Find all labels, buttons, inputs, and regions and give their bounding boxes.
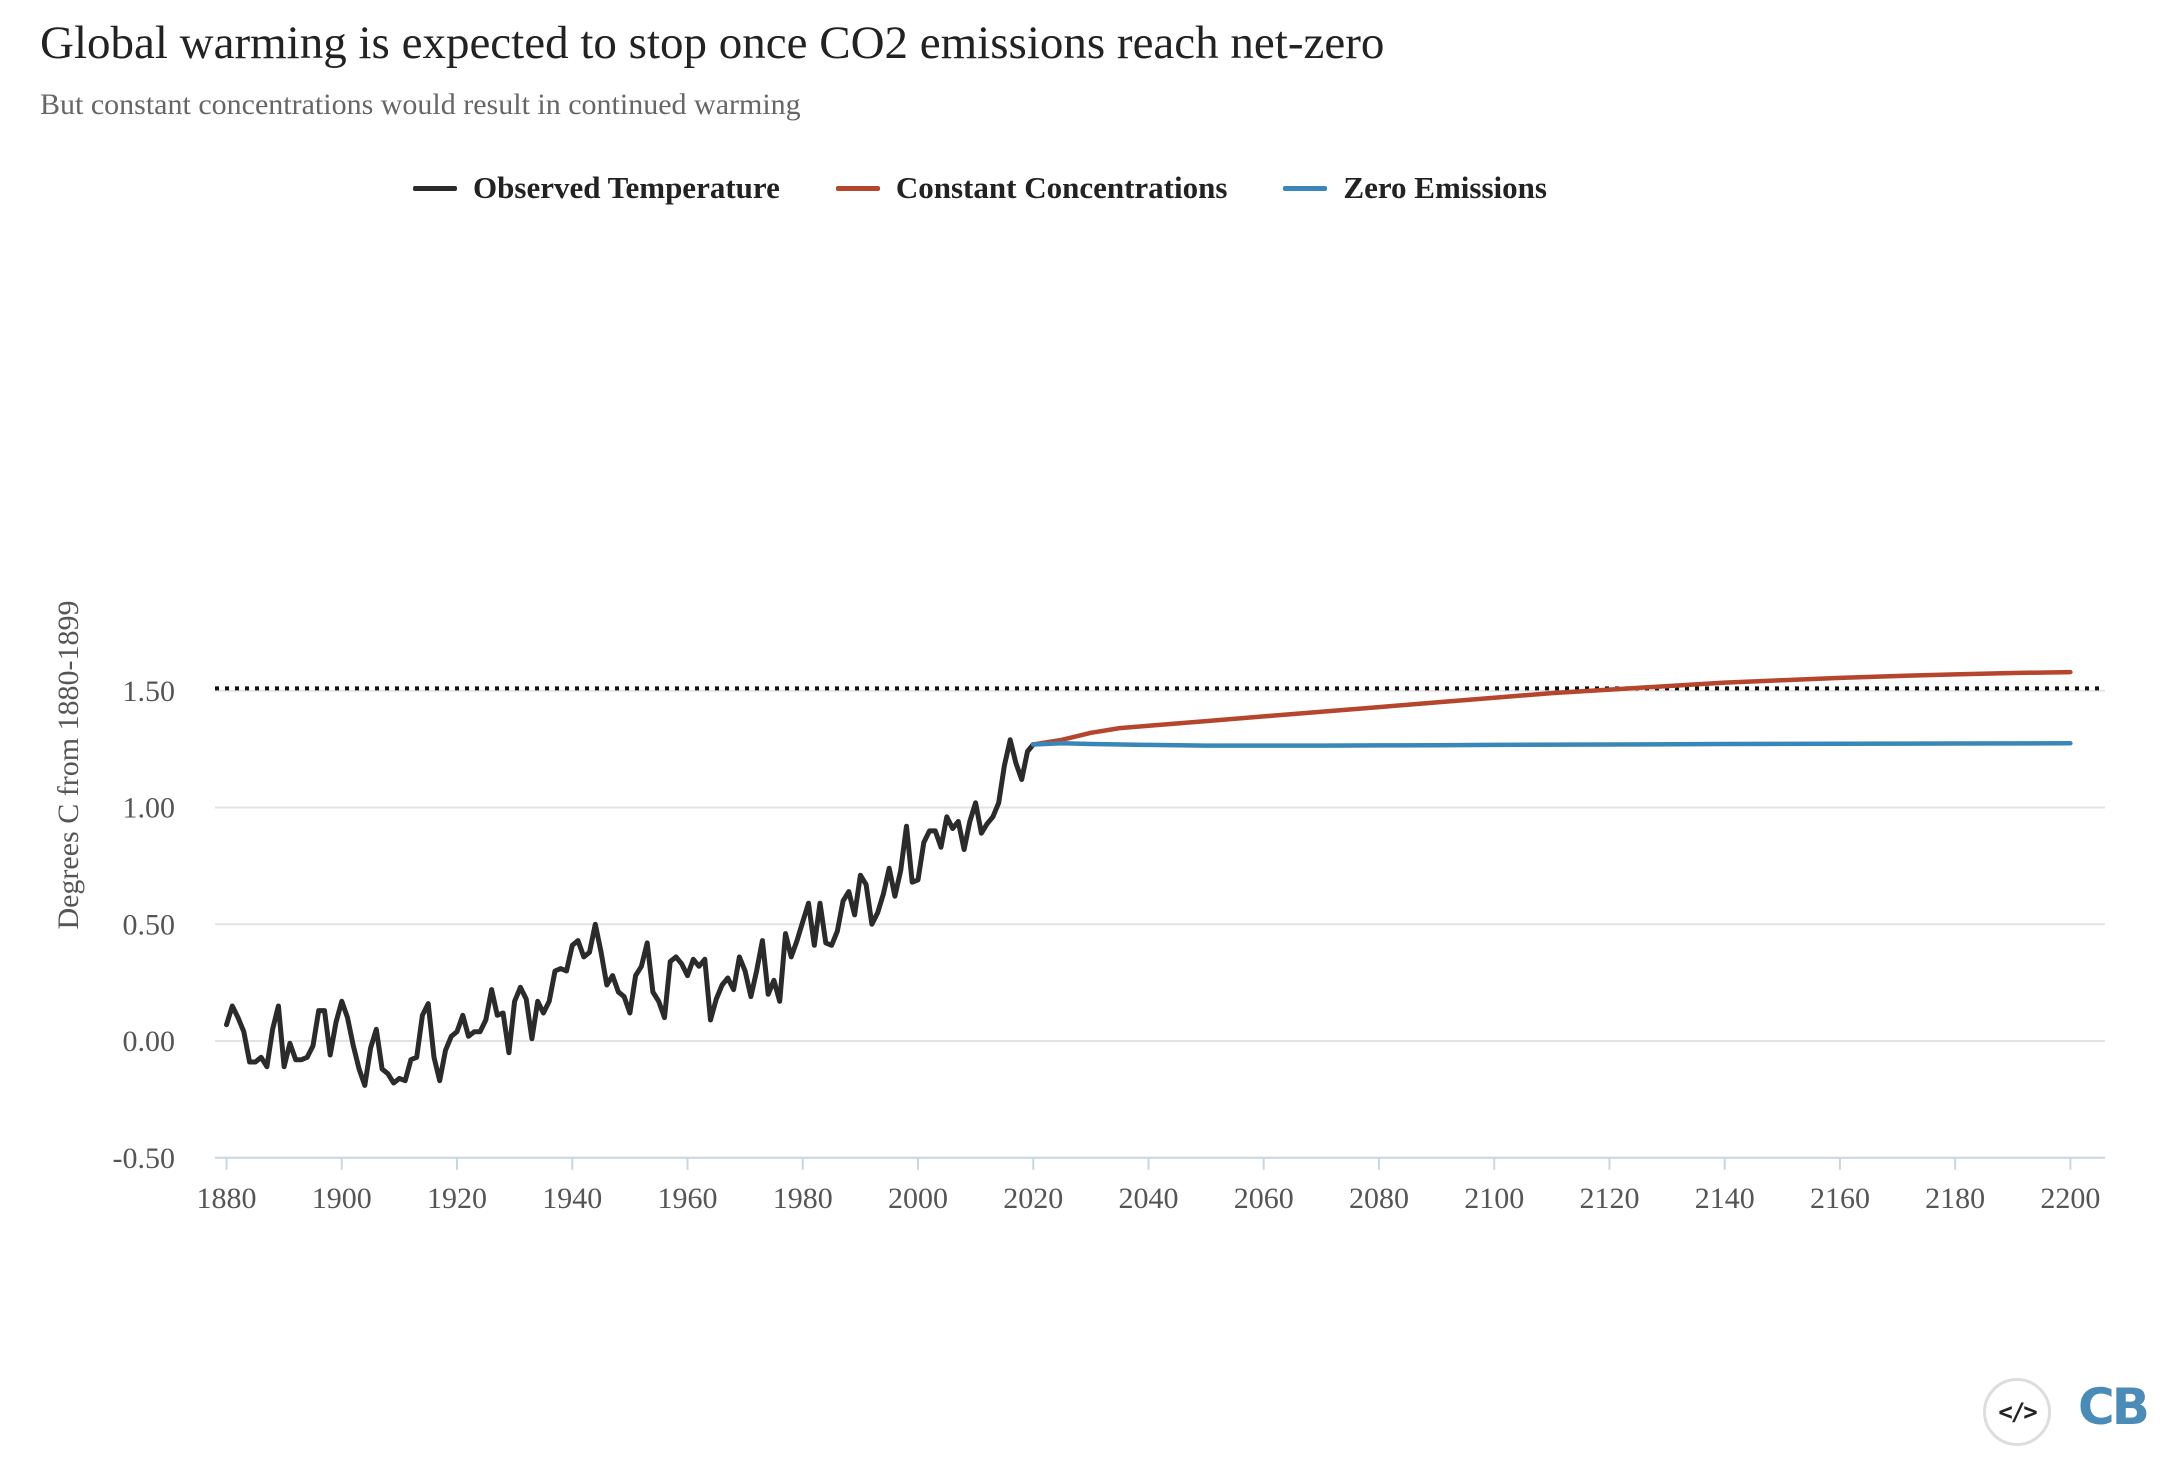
x-tick-label: 1960 [658,1182,718,1215]
x-tick-label: 1900 [312,1182,372,1215]
x-tick-label: 2200 [2040,1182,2100,1215]
x-tick-label: 1920 [427,1182,487,1215]
x-tick-label: 2160 [1810,1182,1870,1215]
x-tick-label: 2040 [1118,1182,1178,1215]
chart-title: Global warming is expected to stop once … [40,17,1385,69]
x-tick-label: 2080 [1349,1182,1409,1215]
legend-label-constant: Constant Concentrations [895,170,1228,205]
series-observed-temperature[interactable] [224,737,1036,1088]
axes: -0.50 0.00 0.50 1.00 1.50 1880 1900 1920 1940 196… [113,675,2105,1215]
chart-subtitle: But constant concentrations would result… [40,88,801,121]
embed-button[interactable]: </> [1983,1378,2051,1446]
legend-swatch-zero [1283,185,1328,191]
carbonbrief-logo: CB [2078,1378,2150,1436]
y-tick-label: 0.00 [123,1025,176,1058]
legend-swatch-constant [835,185,880,191]
series-constant-concentrations[interactable] [1030,669,2073,747]
x-tick-label: 2140 [1695,1182,1755,1215]
y-tick-label: 1.50 [123,675,176,708]
legend-item-observed[interactable]: Observed Temperature [413,170,780,206]
x-tick-label: 1880 [197,1182,257,1215]
x-tick-label: 1980 [773,1182,833,1215]
x-tick-label: 2060 [1234,1182,1294,1215]
x-tick-label: 1940 [542,1182,602,1215]
series-lines [224,669,2073,1088]
x-tick-label: 2020 [1003,1182,1063,1215]
x-tick-label: 2120 [1579,1182,1639,1215]
y-tick-label: -0.50 [113,1142,176,1175]
y-tick-label: 0.50 [123,908,176,941]
y-axis-title: Degrees C from 1880-1899 [52,600,85,929]
legend-item-constant[interactable]: Constant Concentrations [835,170,1228,206]
legend-item-zero[interactable]: Zero Emissions [1283,170,1547,206]
x-tick-label: 2180 [1925,1182,1985,1215]
y-tick-label: 1.00 [123,792,176,825]
legend-label-observed: Observed Temperature [473,170,780,205]
code-embed-icon: </> [1998,1398,2037,1426]
x-tick-label: 2000 [888,1182,948,1215]
x-tick-label: 2100 [1464,1182,1524,1215]
chart-legend: Observed Temperature Constant Concentrat… [0,170,2060,206]
gridlines [215,689,2105,1042]
series-zero-emissions[interactable] [1030,741,2073,748]
legend-label-zero: Zero Emissions [1343,170,1547,205]
legend-swatch-observed [413,185,458,191]
